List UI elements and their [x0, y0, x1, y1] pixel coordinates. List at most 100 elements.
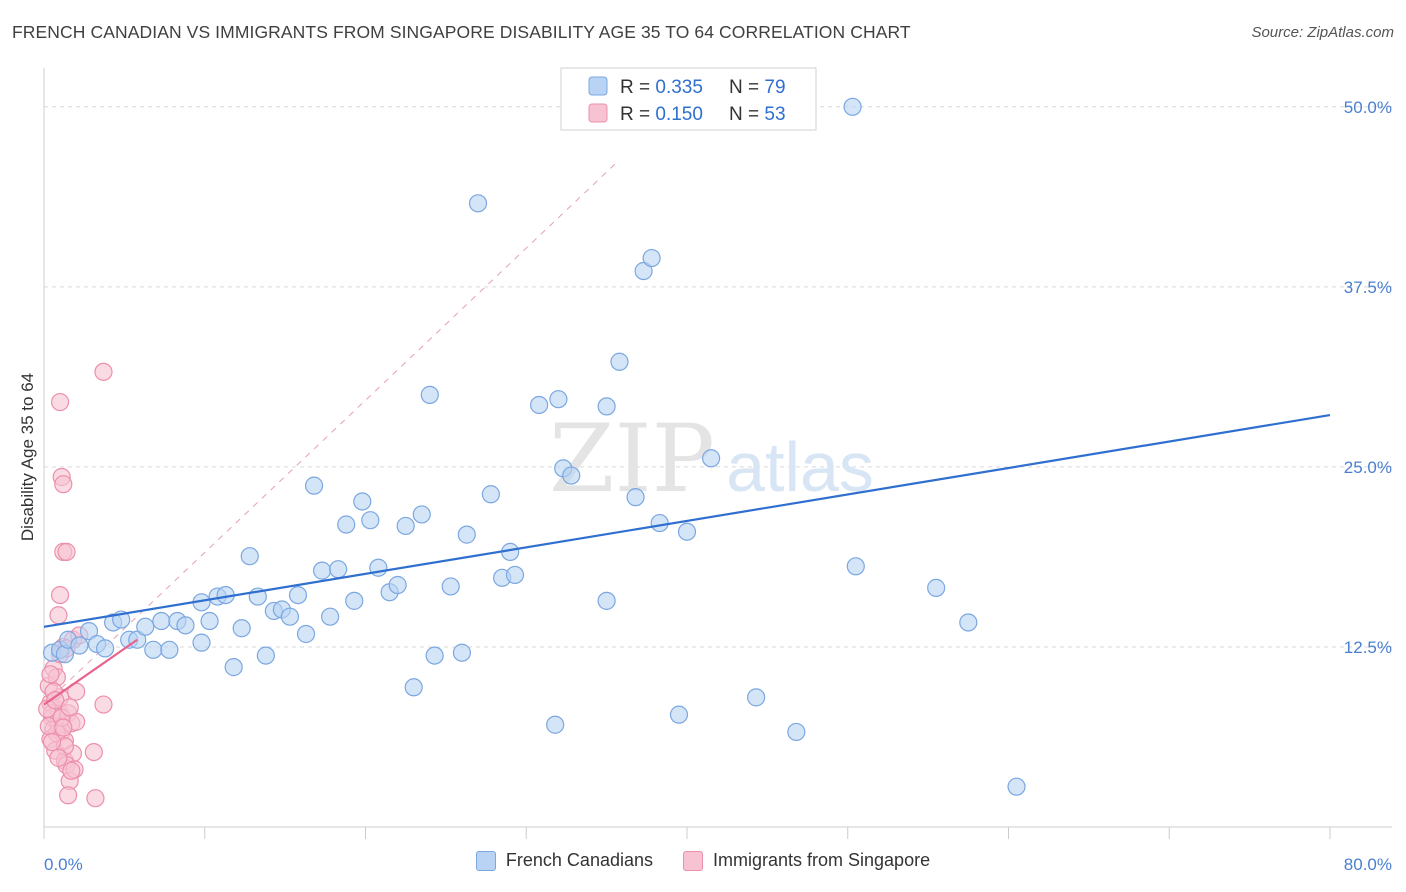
- point-french-canadian: [224, 658, 243, 677]
- point-french-canadian: [530, 395, 549, 415]
- point-french-canadian: [176, 616, 195, 635]
- point-french-canadian: [562, 466, 581, 485]
- watermark: ZIP atlas: [549, 405, 874, 514]
- legend-r-value-2: 0.150: [655, 104, 703, 125]
- legend-n-value-2: 53: [764, 104, 785, 125]
- point-french-canadian: [345, 591, 364, 610]
- point-french-canadian: [610, 352, 629, 371]
- watermark-atlas: atlas: [726, 428, 874, 506]
- point-singapore: [94, 695, 113, 714]
- point-french-canadian: [546, 715, 565, 734]
- point-singapore: [50, 585, 70, 605]
- point-french-canadian: [396, 516, 415, 536]
- point-french-canadian: [642, 248, 661, 268]
- point-french-canadian: [457, 525, 476, 544]
- point-french-canadian: [404, 678, 423, 697]
- legend-n-label-1: N =: [729, 77, 764, 98]
- point-french-canadian: [441, 577, 460, 596]
- point-french-canadian: [192, 633, 211, 652]
- y-tick-label: 37.5%: [1344, 278, 1392, 297]
- point-french-canadian: [927, 578, 946, 597]
- legend-label-french-canadians: French Canadians: [505, 850, 653, 870]
- legend-n-value-1: 79: [764, 77, 785, 98]
- point-french-canadian: [650, 513, 669, 533]
- svg-text:N = 53: N = 53: [729, 104, 786, 125]
- point-french-canadian: [677, 522, 697, 541]
- point-french-canadian: [240, 547, 259, 566]
- legend-swatch-singapore: [588, 103, 608, 123]
- point-french-canadian: [597, 591, 616, 610]
- point-french-canadian: [288, 585, 308, 605]
- point-french-canadian: [702, 449, 721, 468]
- x-tick-label: 0.0%: [44, 855, 83, 874]
- point-singapore: [49, 748, 68, 767]
- legend: R = 0.335 N = 79 R = 0.150 N = 53: [560, 67, 817, 131]
- point-french-canadian: [669, 705, 689, 724]
- point-singapore: [62, 761, 81, 780]
- y-tick-label: 25.0%: [1344, 458, 1392, 477]
- point-french-canadian: [160, 640, 179, 659]
- point-french-canadian: [329, 560, 348, 579]
- point-french-canadian: [337, 515, 356, 534]
- point-singapore: [54, 475, 73, 494]
- trend-line-singapore: [43, 638, 138, 706]
- point-french-canadian: [597, 397, 616, 416]
- point-singapore: [50, 392, 70, 412]
- svg-text:R = 0.150: R = 0.150: [620, 104, 703, 125]
- series-singapore: [38, 362, 113, 808]
- point-french-canadian: [232, 619, 251, 638]
- legend-r-value-1: 0.335: [655, 77, 703, 98]
- point-french-canadian: [626, 488, 645, 507]
- point-french-canadian: [200, 611, 219, 631]
- point-french-canadian: [353, 492, 372, 511]
- point-french-canadian: [747, 688, 766, 707]
- point-french-canadian: [425, 646, 444, 665]
- bottom-legend: French Canadians Immigrants from Singapo…: [0, 850, 1406, 871]
- tick-labels: 12.5% 25.0% 37.5% 50.0% 0.0% 80.0%: [44, 98, 1392, 874]
- point-singapore: [42, 732, 62, 752]
- x-tick-label: 80.0%: [1344, 855, 1392, 874]
- point-french-canadian: [296, 624, 316, 644]
- point-french-canadian: [634, 261, 653, 281]
- point-french-canadian: [1007, 777, 1026, 796]
- point-french-canadian: [481, 485, 500, 504]
- series-french-canadians: [42, 97, 1026, 796]
- y-tick-label: 50.0%: [1344, 98, 1392, 117]
- point-singapore: [60, 698, 79, 717]
- point-french-canadian: [420, 385, 439, 404]
- point-french-canadian: [304, 476, 324, 495]
- legend-item-french-canadians[interactable]: French Canadians: [475, 850, 653, 871]
- legend-swatch-blue: [475, 850, 496, 871]
- point-french-canadian: [452, 643, 472, 662]
- point-french-canadian: [361, 511, 380, 530]
- legend-swatch-french-canadians: [588, 76, 608, 96]
- legend-swatch-pink: [683, 850, 703, 871]
- svg-text:R = 0.335: R = 0.335: [620, 77, 703, 98]
- point-singapore: [46, 691, 65, 710]
- point-french-canadian: [144, 640, 163, 659]
- point-singapore: [94, 362, 113, 381]
- point-singapore: [49, 606, 68, 625]
- legend-r-label-1: R =: [620, 77, 655, 98]
- point-french-canadian: [549, 390, 568, 409]
- point-french-canadian: [468, 194, 488, 213]
- legend-n-label-2: N =: [729, 104, 764, 125]
- point-french-canadian: [846, 557, 865, 576]
- point-french-canadian: [70, 636, 89, 655]
- point-french-canadian: [152, 611, 171, 631]
- gridlines: [44, 106, 1392, 648]
- point-french-canadian: [256, 646, 275, 665]
- trend-line-french-canadians: [43, 413, 1331, 628]
- point-singapore: [57, 542, 76, 561]
- point-singapore: [54, 718, 73, 737]
- point-singapore: [41, 665, 60, 684]
- point-singapore: [59, 786, 78, 805]
- point-french-canadian: [95, 639, 115, 658]
- legend-r-label-2: R =: [620, 104, 655, 125]
- legend-item-singapore[interactable]: Immigrants from Singapore: [683, 850, 930, 871]
- point-singapore: [86, 789, 105, 808]
- trend-lines: [43, 413, 1331, 706]
- point-french-canadian: [312, 561, 332, 580]
- point-french-canadian: [505, 565, 525, 585]
